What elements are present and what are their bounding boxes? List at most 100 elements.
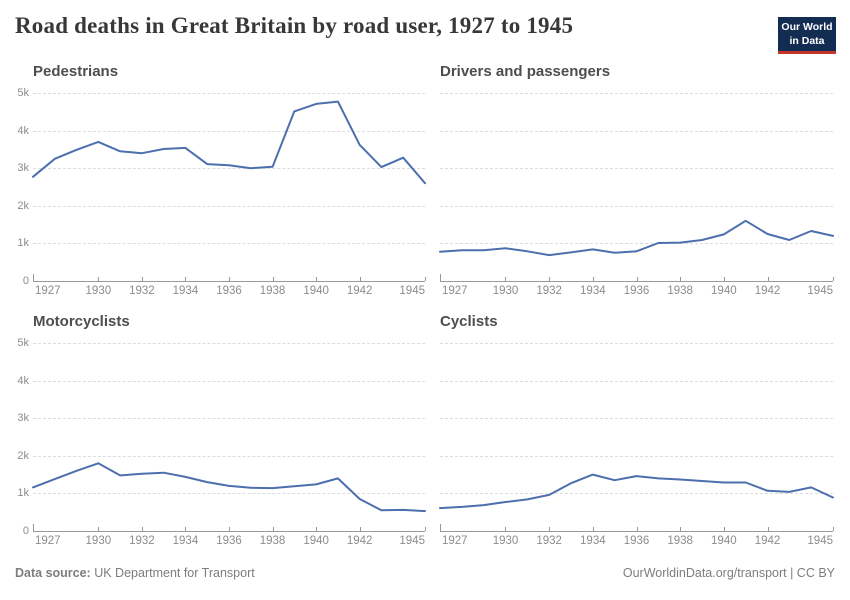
gridline <box>33 243 425 245</box>
line-chart-svg <box>33 343 425 531</box>
gridline <box>33 455 425 457</box>
y-axis-label: 3k <box>17 412 29 425</box>
x-axis-tick <box>440 524 441 531</box>
x-axis-label: 1938 <box>259 535 286 547</box>
x-axis-tick <box>592 527 594 531</box>
x-axis-label: 1945 <box>807 285 833 297</box>
gridline <box>440 418 833 420</box>
x-axis-tick <box>359 277 361 281</box>
gridline <box>33 418 425 420</box>
x-axis-label: 1930 <box>85 285 112 297</box>
data-source-value: UK Department for Transport <box>94 566 255 580</box>
x-axis-label: 1942 <box>754 285 781 297</box>
x-axis-tick <box>141 527 143 531</box>
x-axis-label: 1932 <box>129 535 155 547</box>
facet-title-pedestrians: Pedestrians <box>33 63 119 80</box>
x-axis-label: 1930 <box>85 535 112 547</box>
x-axis-label: 1942 <box>754 535 781 547</box>
gridline <box>33 130 425 132</box>
facet-title-motorcyclists: Motorcyclists <box>33 313 130 330</box>
x-axis-label: 1934 <box>580 285 606 297</box>
attribution-link: OurWorldinData.org/transport | CC BY <box>622 566 835 580</box>
x-axis-tick <box>549 527 551 531</box>
x-axis-label: 1938 <box>667 535 693 547</box>
data-line <box>440 475 833 509</box>
x-axis-label: 1945 <box>807 535 833 547</box>
data-source-label: Data source: <box>15 566 91 580</box>
x-axis-tick <box>316 277 318 281</box>
y-axis-label: 3k <box>17 162 29 175</box>
x-axis-tick <box>229 527 230 531</box>
y-axis-label: 0 <box>22 525 29 537</box>
x-axis-tick <box>229 277 230 281</box>
x-axis-label: 1936 <box>623 535 650 547</box>
x-axis-tick <box>440 274 441 281</box>
gridline <box>440 243 833 245</box>
y-axis-label: 2k <box>17 449 29 462</box>
x-axis-label: 1932 <box>536 285 562 297</box>
y-axis-label: 1k <box>17 487 29 500</box>
x-axis-tick <box>636 277 638 281</box>
x-axis-label: 1927 <box>35 535 61 547</box>
x-axis-tick <box>505 527 507 531</box>
gridline <box>440 343 833 344</box>
gridline <box>440 380 833 382</box>
owid-logo: Our World in Data <box>778 17 836 55</box>
x-axis-tick <box>316 527 318 531</box>
x-axis-label: 1936 <box>216 535 242 547</box>
facet-title-drivers-and-passengers: Drivers and passengers <box>440 63 611 80</box>
y-axis-label: 0 <box>22 275 29 287</box>
x-axis-tick <box>505 277 507 281</box>
x-axis-tick <box>141 277 143 281</box>
x-axis-label: 1945 <box>399 285 425 297</box>
y-axis-label: 4k <box>17 124 29 137</box>
facet-motorcyclists: Motorcyclists 0 1k 2k 3k 4k 5k 1927 1930 1932 193… <box>15 313 426 547</box>
x-axis-label: 1927 <box>442 285 468 297</box>
x-axis-label: 1930 <box>492 535 519 547</box>
x-axis-label: 1945 <box>399 535 425 547</box>
x-axis-tick <box>636 527 638 531</box>
facet-cyclists: Cyclists 1927 1930 1932 1934 1936 1938 1940 194… <box>440 313 850 547</box>
x-axis-tick <box>767 277 769 281</box>
x-axis-label: 1942 <box>346 285 373 297</box>
y-axis-label: 5k <box>17 87 29 99</box>
x-axis-label: 1940 <box>303 285 329 297</box>
x-axis-tick <box>767 527 769 531</box>
x-axis-label: 1934 <box>172 285 199 297</box>
x-axis-label: 1927 <box>35 285 61 297</box>
x-axis-tick <box>833 527 834 531</box>
x-axis-label: 1940 <box>303 535 329 547</box>
facet-pedestrians: Pedestrians 0 1k 2k 3k 4k 5k 1927 1930 1932 1934 1… <box>15 63 426 297</box>
page-title: Road deaths in Great Britain by road use… <box>15 13 574 38</box>
x-axis-tick <box>98 277 100 281</box>
y-axis-label: 1k <box>17 237 29 250</box>
data-source: Data source: UK Department for Transport <box>15 566 255 580</box>
x-axis-tick <box>33 524 34 531</box>
y-axis-label: 5k <box>17 337 29 349</box>
x-axis-tick <box>592 277 594 281</box>
x-axis-label: 1934 <box>580 535 606 547</box>
x-axis-label: 1936 <box>216 285 242 297</box>
x-axis-tick <box>272 277 274 281</box>
gridline <box>33 205 425 207</box>
gridline <box>440 493 833 495</box>
gridline <box>440 168 833 170</box>
x-axis-tick <box>680 527 682 531</box>
line-chart-svg <box>440 93 833 281</box>
plot-area-drivers-and-passengers: 1927 1930 1932 1934 1936 1938 1940 1942 1945 <box>440 93 833 297</box>
chart-footer: Data source: UK Department for Transport… <box>15 566 835 580</box>
owid-logo-line1: Our World <box>781 21 833 33</box>
x-axis-tick <box>680 277 682 281</box>
x-axis-label: 1936 <box>623 285 650 297</box>
x-axis-label: 1934 <box>172 535 199 547</box>
x-axis-label: 1940 <box>711 535 737 547</box>
x-axis-tick <box>723 527 725 531</box>
line-chart-svg <box>440 343 833 531</box>
gridline <box>33 380 425 382</box>
data-line <box>33 463 425 511</box>
x-axis-tick <box>425 527 426 531</box>
gridline <box>440 205 833 207</box>
x-axis-tick <box>185 527 187 531</box>
x-axis-label: 1927 <box>442 535 468 547</box>
